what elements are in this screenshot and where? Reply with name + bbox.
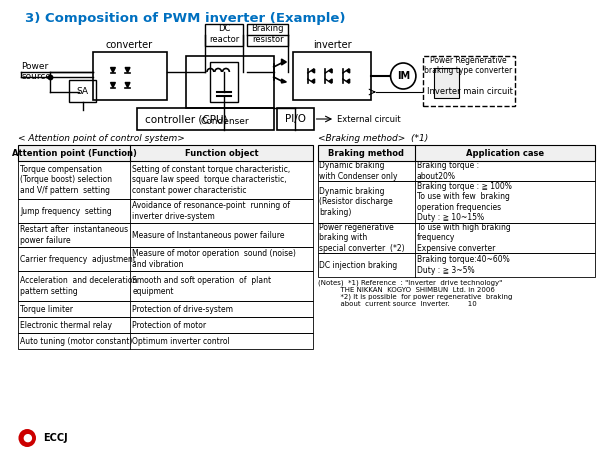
Bar <box>211 62 238 102</box>
Polygon shape <box>281 79 286 83</box>
Text: DC injection braking: DC injection braking <box>319 261 398 270</box>
Text: Jump frequency  setting: Jump frequency setting <box>20 207 112 216</box>
Bar <box>317 253 595 277</box>
Text: Torque compensation
(Torque boost) selection
and V/f pattern  setting: Torque compensation (Torque boost) selec… <box>20 165 112 195</box>
Polygon shape <box>281 59 286 65</box>
Text: Function object: Function object <box>185 148 259 157</box>
Text: Measure of Instantaneous power failure: Measure of Instantaneous power failure <box>133 230 285 239</box>
Polygon shape <box>311 79 314 83</box>
Bar <box>19 317 313 333</box>
Text: < Attention point of control system>: < Attention point of control system> <box>19 134 185 143</box>
Text: Attention point (Function): Attention point (Function) <box>12 148 137 157</box>
Text: ●: ● <box>22 433 32 443</box>
Text: Condenser: Condenser <box>200 117 249 126</box>
Polygon shape <box>329 69 332 73</box>
Polygon shape <box>347 69 350 73</box>
Text: Setting of constant torque characteristic,
square law speed  torque characterist: Setting of constant torque characteristi… <box>133 165 290 195</box>
Bar <box>317 181 595 223</box>
Text: Smooth and soft operation  of  plant
equipment: Smooth and soft operation of plant equip… <box>133 276 272 296</box>
Polygon shape <box>110 68 115 72</box>
Text: 3) Composition of PWM inverter (Example): 3) Composition of PWM inverter (Example) <box>25 12 346 25</box>
Text: Auto tuning (motor constant): Auto tuning (motor constant) <box>20 337 133 346</box>
Text: Torque limiter: Torque limiter <box>20 305 73 314</box>
Bar <box>19 145 313 161</box>
Text: Application case: Application case <box>466 148 544 157</box>
Polygon shape <box>311 69 314 73</box>
Text: Protection of motor: Protection of motor <box>133 320 206 329</box>
Polygon shape <box>125 68 130 72</box>
Text: Braking torque : ≧ 100%
To use with few  braking
operation frequencies
Duty : ≧ : Braking torque : ≧ 100% To use with few … <box>417 182 512 222</box>
Bar <box>317 145 595 161</box>
Text: Electronic thermal relay: Electronic thermal relay <box>20 320 112 329</box>
Bar <box>277 108 314 130</box>
Bar <box>19 301 313 317</box>
Text: Measure of motor operation  sound (noise)
and vibration: Measure of motor operation sound (noise)… <box>133 249 296 269</box>
Text: Carrier frequency  adjustment: Carrier frequency adjustment <box>20 255 136 264</box>
Text: Braking method: Braking method <box>328 148 404 157</box>
Bar <box>186 56 274 108</box>
Bar <box>434 68 459 98</box>
Text: converter: converter <box>106 40 153 50</box>
Bar <box>19 199 313 223</box>
Text: Acceleration  and deceleration
pattern setting: Acceleration and deceleration pattern se… <box>20 276 138 296</box>
Text: controller (CPU): controller (CPU) <box>145 114 227 124</box>
Text: Restart after  instantaneous
power failure: Restart after instantaneous power failur… <box>20 225 128 245</box>
Text: Optimum inverter control: Optimum inverter control <box>133 337 230 346</box>
Text: Avoidance of resonance-point  running of
inverter drive-system: Avoidance of resonance-point running of … <box>133 201 290 220</box>
Bar <box>19 247 313 271</box>
Text: Dynamic braking
with Condenser only: Dynamic braking with Condenser only <box>319 161 398 181</box>
Bar <box>293 52 371 100</box>
Bar <box>19 271 313 301</box>
Text: Dynamic braking
(Resistor discharge
braking): Dynamic braking (Resistor discharge brak… <box>319 187 393 217</box>
Text: Braking torque :
about20%: Braking torque : about20% <box>417 161 479 181</box>
Text: DC
reactor: DC reactor <box>209 24 239 44</box>
Bar <box>19 161 313 199</box>
Text: Power Regenerative
braking type converter: Power Regenerative braking type converte… <box>424 56 512 76</box>
Polygon shape <box>125 82 130 87</box>
Bar <box>69 80 97 102</box>
Bar <box>317 161 595 181</box>
Polygon shape <box>347 79 350 83</box>
Text: ECCJ: ECCJ <box>43 433 67 443</box>
Circle shape <box>19 429 36 447</box>
Circle shape <box>391 63 416 89</box>
Bar <box>19 223 313 247</box>
Text: (Notes)  *1) Reference  : "Inverter  drive technology"
          THE NIKKAN  KOG: (Notes) *1) Reference : "Inverter drive … <box>317 279 512 307</box>
Text: SA: SA <box>77 86 89 95</box>
Bar <box>94 52 167 100</box>
Text: PI/O: PI/O <box>284 114 305 124</box>
Bar <box>317 223 595 253</box>
Text: <Braking method>  (*1): <Braking method> (*1) <box>317 134 428 143</box>
Polygon shape <box>110 82 115 87</box>
Text: Braking
resistor: Braking resistor <box>251 24 284 44</box>
Text: Braking torque:40~60%
Duty : ≧ 3~5%: Braking torque:40~60% Duty : ≧ 3~5% <box>417 255 509 274</box>
Bar <box>137 108 274 130</box>
Text: Power regenerative
braking with
special converter  (*2): Power regenerative braking with special … <box>319 223 405 253</box>
Text: Power
source: Power source <box>22 62 52 81</box>
Text: External circuit: External circuit <box>337 114 401 123</box>
Text: IM: IM <box>397 71 410 81</box>
Text: Inverter main circuit: Inverter main circuit <box>427 87 512 96</box>
Polygon shape <box>329 79 332 83</box>
Bar <box>423 56 515 106</box>
Text: To use with high braking
frequency
Expensive converter: To use with high braking frequency Expen… <box>417 223 511 253</box>
Bar <box>205 24 242 46</box>
Text: inverter: inverter <box>313 40 352 50</box>
Bar <box>19 333 313 349</box>
Bar <box>247 24 288 46</box>
Text: Protection of drive-system: Protection of drive-system <box>133 305 233 314</box>
